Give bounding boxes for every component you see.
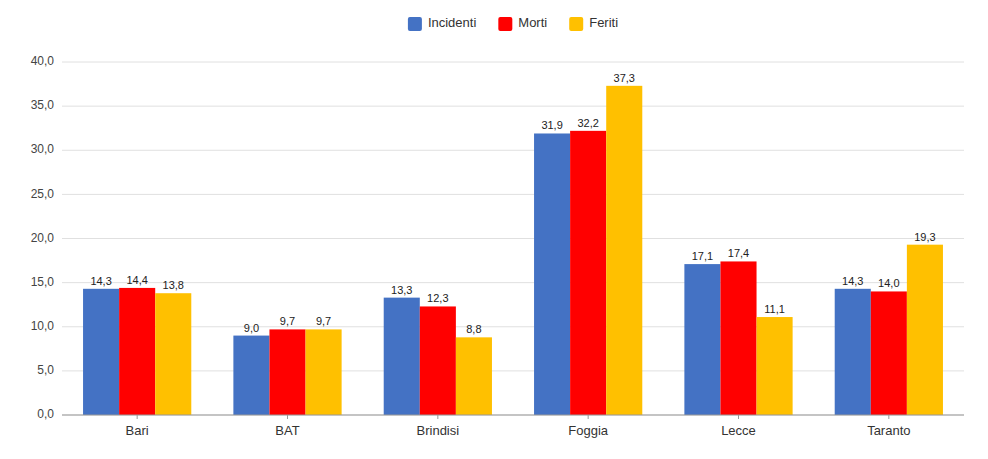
- x-tick-label: Foggia: [568, 423, 609, 438]
- data-label: 17,4: [728, 247, 749, 259]
- bar: [534, 133, 570, 415]
- data-label: 14,4: [126, 274, 147, 286]
- data-label: 31,9: [541, 119, 562, 131]
- data-label: 13,3: [391, 284, 412, 296]
- bar: [570, 131, 606, 415]
- x-tick: [738, 415, 739, 419]
- data-label: 9,7: [316, 315, 331, 327]
- bar: [757, 317, 793, 415]
- x-tick-label: Taranto: [867, 423, 910, 438]
- bars: [83, 86, 943, 415]
- grid-line: [62, 415, 964, 416]
- x-tick-label: Brindisi: [417, 423, 460, 438]
- bar: [456, 337, 492, 415]
- grid-line: [62, 282, 964, 283]
- grid-line: [62, 238, 964, 239]
- x-tick-label: BAT: [275, 423, 299, 438]
- x-tick-label: Lecce: [721, 423, 756, 438]
- legend-item: Morti: [498, 15, 547, 31]
- bar: [606, 86, 642, 415]
- x-tick: [588, 415, 589, 419]
- x-tick: [888, 415, 889, 419]
- data-label: 11,1: [764, 303, 785, 315]
- grid-line: [62, 370, 964, 371]
- y-tick-label: 0,0: [37, 407, 54, 421]
- data-label: 14,3: [90, 275, 111, 287]
- y-tick-label: 35,0: [31, 98, 55, 112]
- x-axis-line: [62, 415, 964, 416]
- y-tick-label: 20,0: [31, 231, 55, 245]
- y-tick-label: 30,0: [31, 142, 55, 156]
- x-tick: [437, 415, 438, 419]
- bar: [871, 291, 907, 415]
- legend-label: Morti: [518, 15, 547, 30]
- y-tick-label: 10,0: [31, 319, 55, 333]
- grid-line: [62, 326, 964, 327]
- y-axis: 0,0 5,0 10,0 15,0 20,0 25,0 30,0 35,0 40,0: [31, 54, 55, 421]
- grid: [62, 62, 964, 415]
- data-label: 19,3: [914, 231, 935, 243]
- legend-swatch: [569, 17, 583, 31]
- x-axis: Bari BAT Brindisi Foggia Lecce Taranto: [62, 415, 964, 438]
- grid-line: [62, 150, 964, 151]
- y-tick-label: 40,0: [31, 54, 55, 68]
- x-tick-label: Bari: [126, 423, 149, 438]
- legend-item: Feriti: [569, 15, 618, 31]
- data-label: 12,3: [427, 292, 448, 304]
- data-label: 37,3: [614, 72, 635, 84]
- legend-item: Incidenti: [408, 15, 477, 31]
- bar: [269, 329, 305, 415]
- data-label: 14,3: [842, 275, 863, 287]
- bar: [155, 293, 191, 415]
- grid-line: [62, 194, 964, 195]
- data-label: 17,1: [692, 250, 713, 262]
- bar: [233, 336, 269, 415]
- data-label: 8,8: [466, 323, 481, 335]
- grid-line: [62, 106, 964, 107]
- bar: [83, 289, 119, 415]
- data-labels: 14,3 9,0 13,3 31,9 17,1 14,3 14,4 9,7 12,3 32,2 17…: [90, 72, 935, 336]
- bar: [384, 298, 420, 415]
- legend-label: Incidenti: [428, 15, 477, 30]
- legend-label: Feriti: [589, 15, 618, 30]
- legend: Incidenti Morti Feriti: [408, 15, 618, 31]
- legend-swatch: [498, 17, 512, 31]
- data-label: 9,0: [244, 322, 259, 334]
- bar: [119, 288, 155, 415]
- bar: [907, 245, 943, 415]
- data-label: 13,8: [163, 279, 184, 291]
- bar: [420, 306, 456, 415]
- chart-container: 0,0 5,0 10,0 15,0 20,0 25,0 30,0 35,0 40,0 14,3 9,…: [0, 0, 988, 459]
- bar: [306, 329, 342, 415]
- y-tick-label: 25,0: [31, 187, 55, 201]
- y-tick-label: 5,0: [37, 363, 54, 377]
- grid-line: [62, 62, 964, 63]
- bar: [835, 289, 871, 415]
- bar: [720, 261, 756, 415]
- data-label: 32,2: [577, 117, 598, 129]
- data-label: 9,7: [280, 315, 295, 327]
- data-label: 14,0: [878, 277, 899, 289]
- x-tick: [137, 415, 138, 419]
- legend-swatch: [408, 17, 422, 31]
- x-tick: [287, 415, 288, 419]
- bar: [684, 264, 720, 415]
- y-tick-label: 15,0: [31, 275, 55, 289]
- chart: 0,0 5,0 10,0 15,0 20,0 25,0 30,0 35,0 40,0 14,3 9,…: [0, 0, 988, 459]
